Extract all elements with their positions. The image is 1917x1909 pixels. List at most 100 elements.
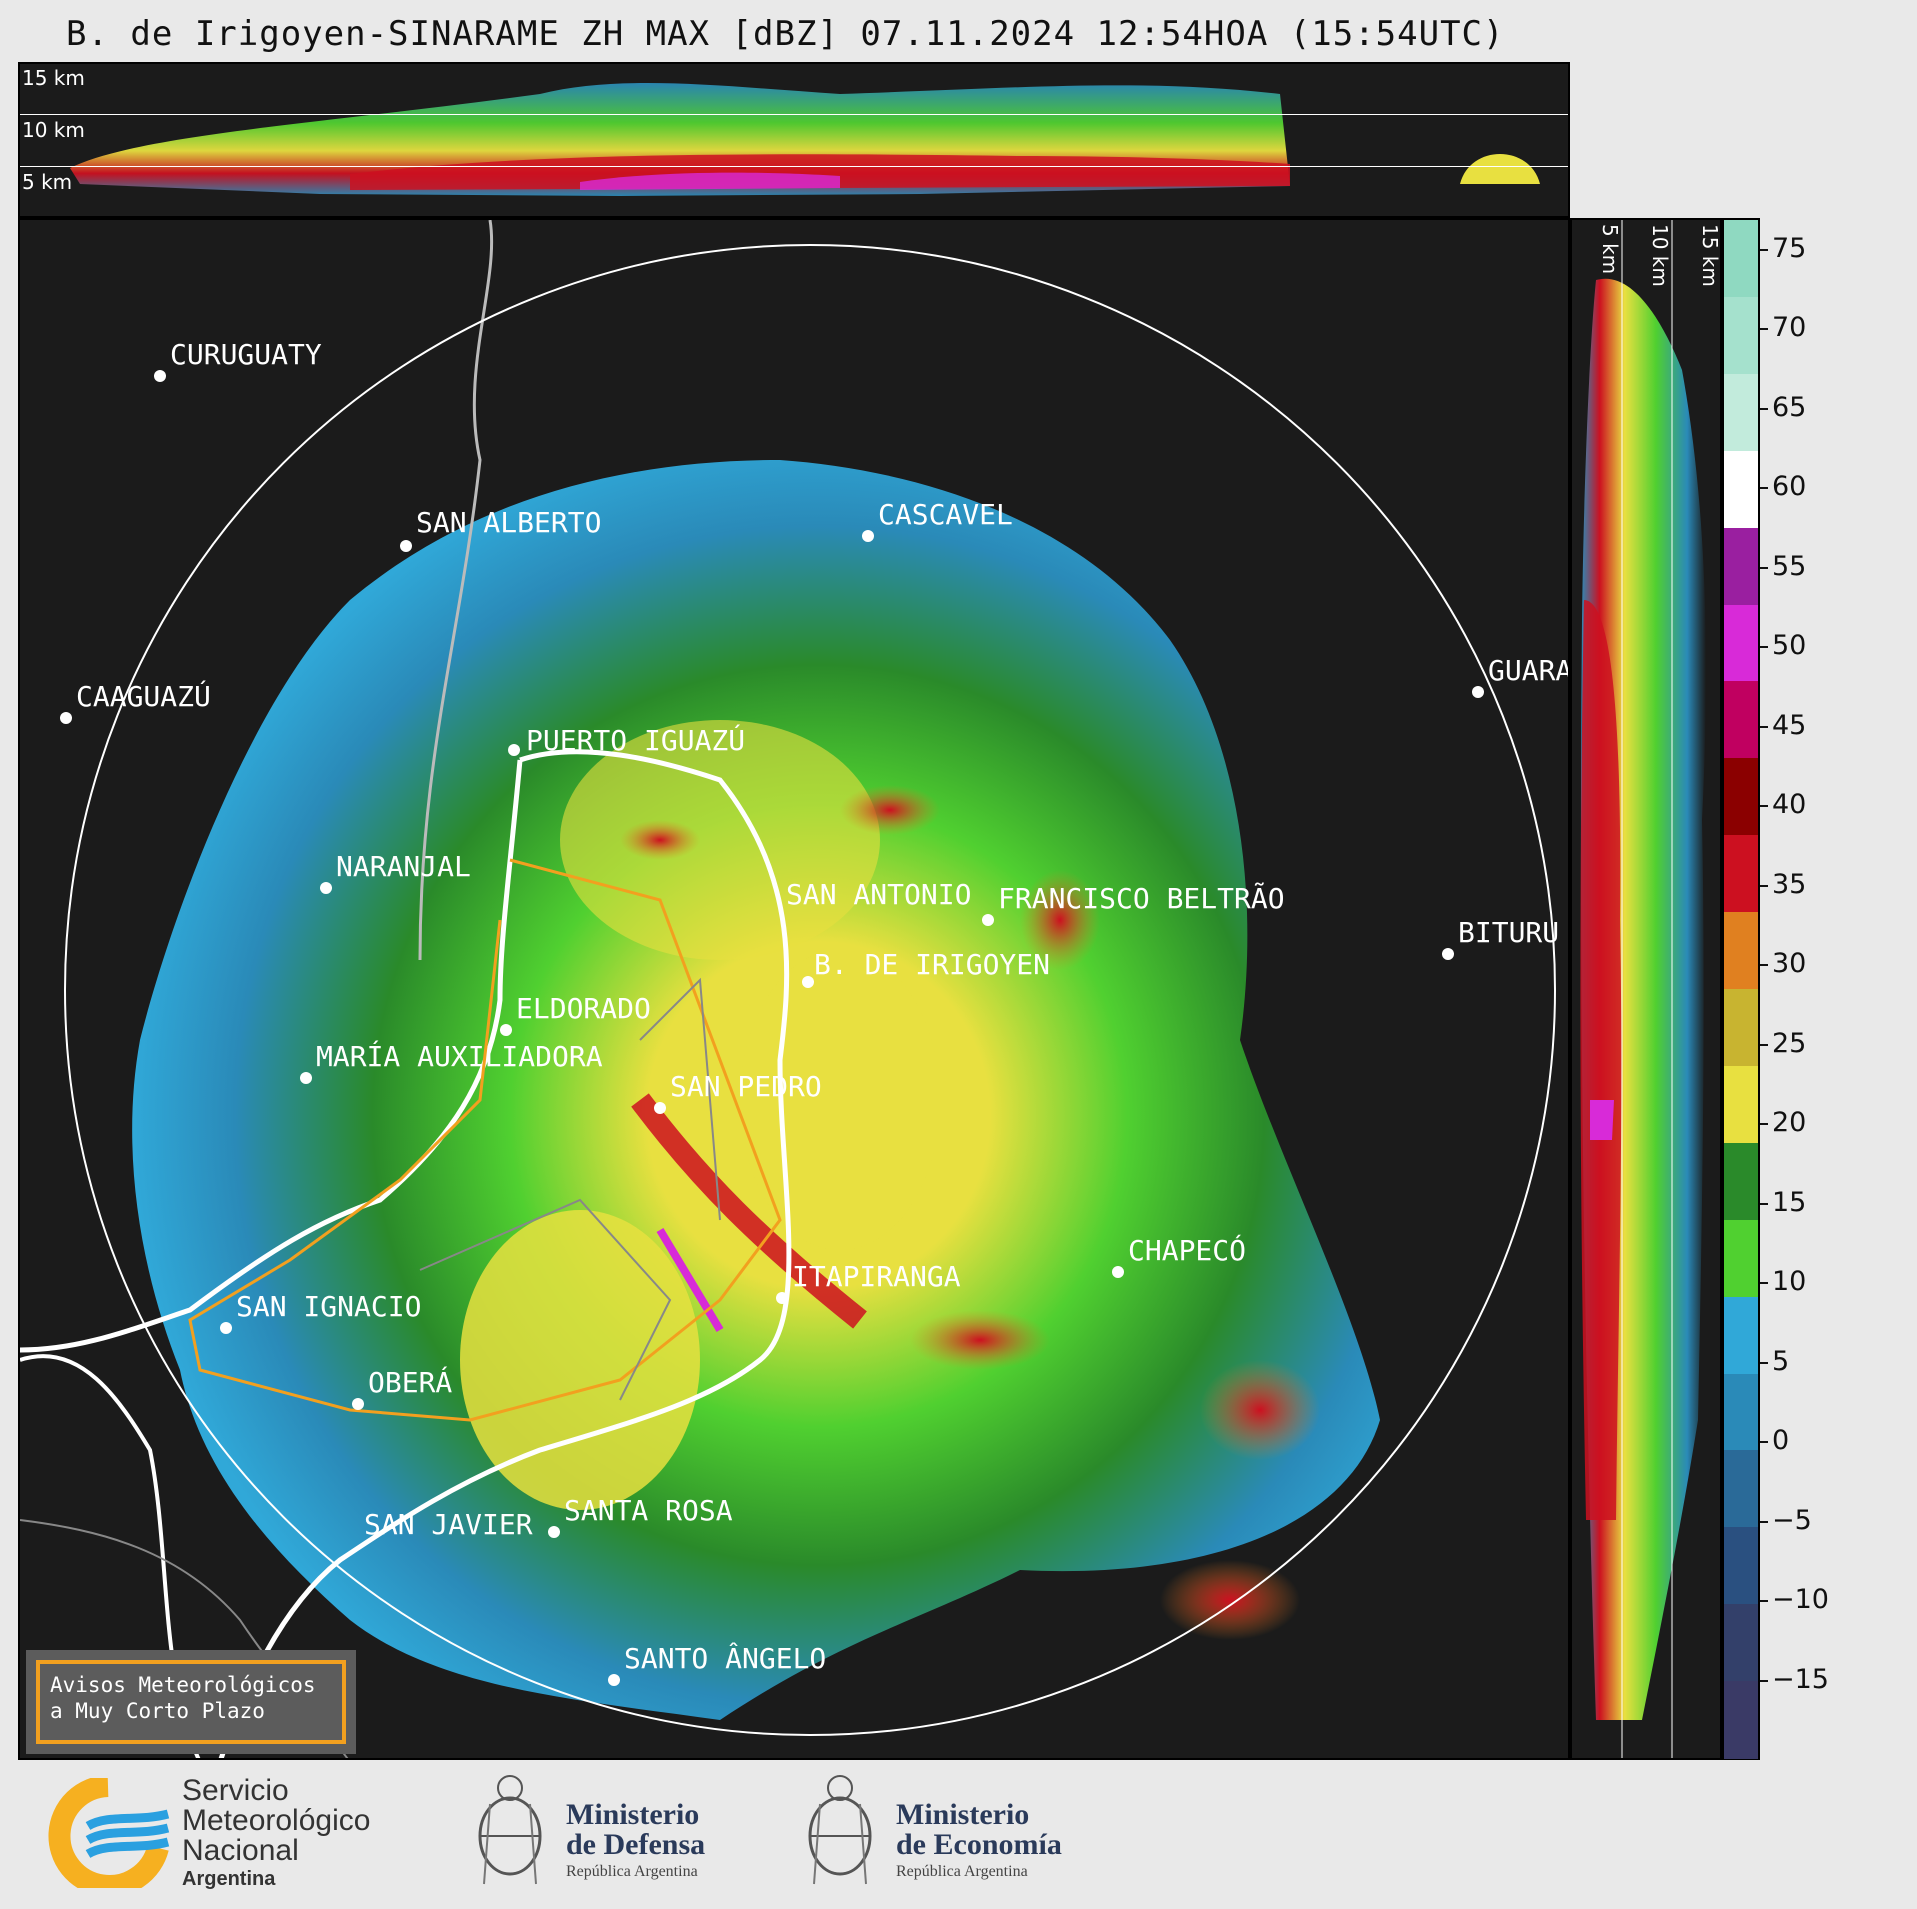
city-dot [220, 1322, 232, 1334]
colorbar-tick-mark [1760, 1679, 1768, 1682]
colorbar-tick-label: 60 [1772, 471, 1807, 503]
colorbar-band [1724, 681, 1758, 760]
city-dot [654, 1102, 666, 1114]
defensa-logo-text: Ministerio de Defensa República Argentin… [566, 1798, 706, 1881]
colorbar-band [1724, 450, 1758, 529]
colorbar-tick-label: 75 [1772, 232, 1807, 264]
avisos-line1: Avisos Meteorológicos [50, 1673, 316, 1697]
colorbar-tick-label: 20 [1772, 1107, 1807, 1139]
colorbar-tick-label: 5 [1772, 1345, 1790, 1377]
right-height-profile: 5 km 10 km 15 km [1570, 218, 1722, 1760]
colorbar-tick-mark [1760, 1441, 1768, 1444]
city-b-de-irigoyen: B. DE IRIGOYEN [814, 948, 1051, 981]
colorbar-band [1724, 1296, 1758, 1375]
colorbar-band [1724, 604, 1758, 683]
city-cascavel: CASCAVEL [878, 498, 1013, 531]
top-height-profile: 15 km 10 km 5 km [18, 62, 1570, 218]
colorbar-tick-mark [1760, 646, 1768, 649]
smn-logo-text: Servicio Meteorológico Nacional Argentin… [182, 1774, 371, 1891]
colorbar-band [1724, 989, 1758, 1067]
city-dot [60, 712, 72, 724]
colorbar-tick-mark [1760, 487, 1768, 490]
right-label-15km: 15 km [1698, 224, 1722, 287]
colorbar-tick-label: 40 [1772, 789, 1807, 821]
city-curuguaty: CURUGUATY [170, 338, 322, 371]
top-label-10km: 10 km [22, 118, 85, 142]
city-san-ignacio: SAN IGNACIO [236, 1290, 422, 1323]
colorbar-tick-mark [1760, 1520, 1768, 1523]
city-puerto-iguazu: PUERTO IGUAZÚ [526, 724, 746, 757]
colorbar-tick-mark [1760, 805, 1768, 808]
top-label-5km: 5 km [22, 170, 73, 194]
city-eldorado: ELDORADO [516, 992, 651, 1025]
radar-map: CURUGUATY SAN ALBERTO CASCAVEL CAAGUAZÚ … [18, 218, 1570, 1760]
colorbar-band [1724, 373, 1758, 452]
city-san-javier: SAN JAVIER [364, 1508, 533, 1541]
colorbar-band [1724, 1527, 1758, 1606]
colorbar-tick-label: 15 [1772, 1186, 1807, 1218]
colorbar-tick-label: 30 [1772, 948, 1807, 980]
colorbar-band [1724, 758, 1758, 837]
city-dot [608, 1674, 620, 1686]
city-dot [508, 744, 520, 756]
right-label-10km: 10 km [1648, 224, 1672, 287]
city-santa-rosa: SANTA ROSA [564, 1494, 733, 1527]
right-label-5km: 5 km [1598, 224, 1622, 275]
city-dot [300, 1072, 312, 1084]
city-dot [776, 1292, 788, 1304]
colorbar-tick-mark [1760, 964, 1768, 967]
city-dot [500, 1024, 512, 1036]
colorbar-band [1724, 1142, 1758, 1221]
colorbar-band [1724, 296, 1758, 375]
city-santo-angelo: SANTO ÂNGELO [624, 1642, 827, 1675]
colorbar-tick-label: −10 [1772, 1584, 1829, 1616]
colorbar-tick-mark [1760, 1361, 1768, 1364]
city-caaguazu: CAAGUAZÚ [76, 680, 211, 713]
radar-site-dot [802, 976, 814, 988]
city-dot [320, 882, 332, 894]
colorbar-tick-mark [1760, 328, 1768, 331]
city-san-antonio: SAN ANTONIO [786, 878, 972, 911]
city-obera: OBERÁ [368, 1366, 453, 1399]
economia-logo-text: Ministerio de Economía República Argenti… [896, 1798, 1062, 1881]
city-bituru: BITURU [1458, 916, 1560, 949]
colorbar-tick-label: 70 [1772, 312, 1807, 344]
city-dot [548, 1526, 560, 1538]
city-naranjal: NARANJAL [336, 850, 471, 883]
colorbar-tick-label: −15 [1772, 1663, 1829, 1695]
colorbar-band [1724, 527, 1758, 606]
colorbar-tick-mark [1760, 884, 1768, 887]
colorbar-tick-label: 45 [1772, 709, 1807, 741]
city-chapeco: CHAPECÓ [1128, 1234, 1247, 1267]
city-francisco-beltrao: FRANCISCO BELTRÃO [998, 882, 1285, 915]
colorbar-tick-mark [1760, 248, 1768, 251]
colorbar-tick-label: 50 [1772, 630, 1807, 662]
colorbar-band [1724, 1681, 1758, 1759]
colorbar-band [1724, 1219, 1758, 1298]
colorbar-tick-mark [1760, 1282, 1768, 1285]
city-dot [400, 540, 412, 552]
top-profile-echoes [70, 83, 1540, 196]
colorbar-tick-mark [1760, 1600, 1768, 1603]
page-title: B. de Irigoyen-SINARAME ZH MAX [dBZ] 07.… [66, 14, 1505, 54]
city-itapiranga: ITAPIRANGA [792, 1260, 961, 1293]
city-dot [154, 370, 166, 382]
avisos-frame: Avisos Meteorológicos a Muy Corto Plazo [36, 1660, 346, 1744]
city-dot [982, 914, 994, 926]
colorbar-tick-mark [1760, 1123, 1768, 1126]
colorbar-band [1724, 1450, 1758, 1529]
colorbar-band [1724, 1604, 1758, 1683]
colorbar-tick-label: 65 [1772, 391, 1807, 423]
top-label-15km: 15 km [22, 66, 85, 90]
colorbar-tick-label: 10 [1772, 1266, 1807, 1298]
colorbar-band [1724, 1373, 1758, 1452]
colorbar [1722, 218, 1760, 1760]
avisos-badge[interactable]: Avisos Meteorológicos a Muy Corto Plazo [26, 1650, 356, 1754]
city-san-alberto: SAN ALBERTO [416, 506, 602, 539]
colorbar-tick-mark [1760, 407, 1768, 410]
city-maria-auxiliadora: MARÍA AUXILIADORA [316, 1040, 603, 1073]
city-dot [1442, 948, 1454, 960]
city-dot [862, 530, 874, 542]
colorbar-tick-mark [1760, 1202, 1768, 1205]
avisos-line2: a Muy Corto Plazo [50, 1699, 265, 1723]
